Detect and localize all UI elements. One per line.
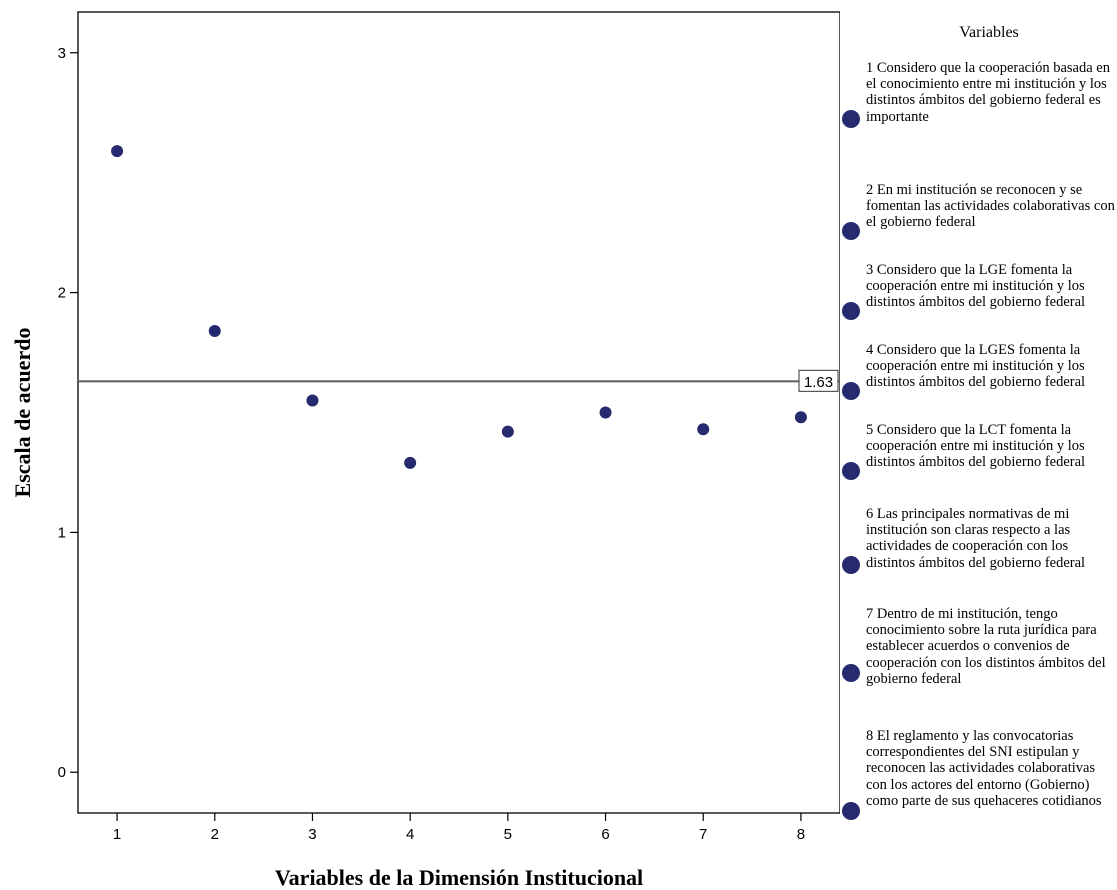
legend-marker-icon	[842, 110, 860, 128]
x-tick-label: 5	[504, 826, 512, 843]
y-tick-label: 0	[58, 764, 66, 781]
x-tick-label: 7	[699, 826, 707, 843]
legend-marker-icon	[842, 462, 860, 480]
legend-item-label: 2 En mi institución se reconocen y se fo…	[866, 182, 1115, 231]
legend-item-label: 5 Considero que la LCT fomenta la cooper…	[866, 422, 1086, 471]
x-tick-label: 1	[113, 826, 121, 843]
legend-item-label: 8 El reglamento y las convocatorias corr…	[866, 728, 1102, 809]
data-point	[501, 425, 514, 438]
legend-item-label: 6 Las principales normativas de mi insti…	[866, 506, 1086, 571]
y-axis-label: Escala de acuerdo	[10, 328, 35, 498]
y-tick-label: 3	[58, 45, 66, 62]
plot-area	[77, 11, 840, 814]
x-tick-label: 3	[308, 826, 316, 843]
legend-marker-icon	[842, 222, 860, 240]
legend-marker-icon	[842, 302, 860, 320]
legend-marker-icon	[842, 664, 860, 682]
data-point	[794, 411, 807, 424]
x-tick-label: 4	[406, 826, 414, 843]
legend-marker-icon	[842, 802, 860, 820]
data-point	[111, 145, 124, 158]
x-tick-label: 6	[601, 826, 609, 843]
data-point	[404, 456, 417, 469]
data-point	[599, 406, 612, 419]
data-point	[306, 394, 319, 407]
x-tick-label: 2	[211, 826, 219, 843]
x-tick-label: 8	[797, 826, 805, 843]
x-axis-label: Variables de la Dimensión Institucional	[275, 865, 643, 890]
legend-marker-icon	[842, 556, 860, 574]
legend-item-label: 7 Dentro de mi institución, tengo conoci…	[866, 606, 1106, 687]
legend-title: Variables	[959, 24, 1019, 41]
reference-line-label: 1.63	[804, 374, 833, 391]
legend-item-label: 3 Considero que la LGE fomenta la cooper…	[866, 262, 1086, 311]
legend-item-label: 4 Considero que la LGES fomenta la coope…	[866, 342, 1086, 391]
data-point	[697, 423, 710, 436]
reference-label-box	[798, 369, 839, 392]
scatter-chart: 1.63 1 2 3 4 5 6 7 8 0 1 2 3 Variables de la Dimen…	[10, 11, 840, 890]
data-point	[208, 324, 221, 337]
legend-marker-icon	[842, 382, 860, 400]
y-tick-label: 2	[58, 285, 66, 302]
legend: Variables 1 Considero que la cooperación…	[840, 22, 1117, 890]
legend-item-label: 1 Considero que la cooperación basada en…	[866, 60, 1110, 125]
y-tick-label: 1	[58, 524, 66, 541]
